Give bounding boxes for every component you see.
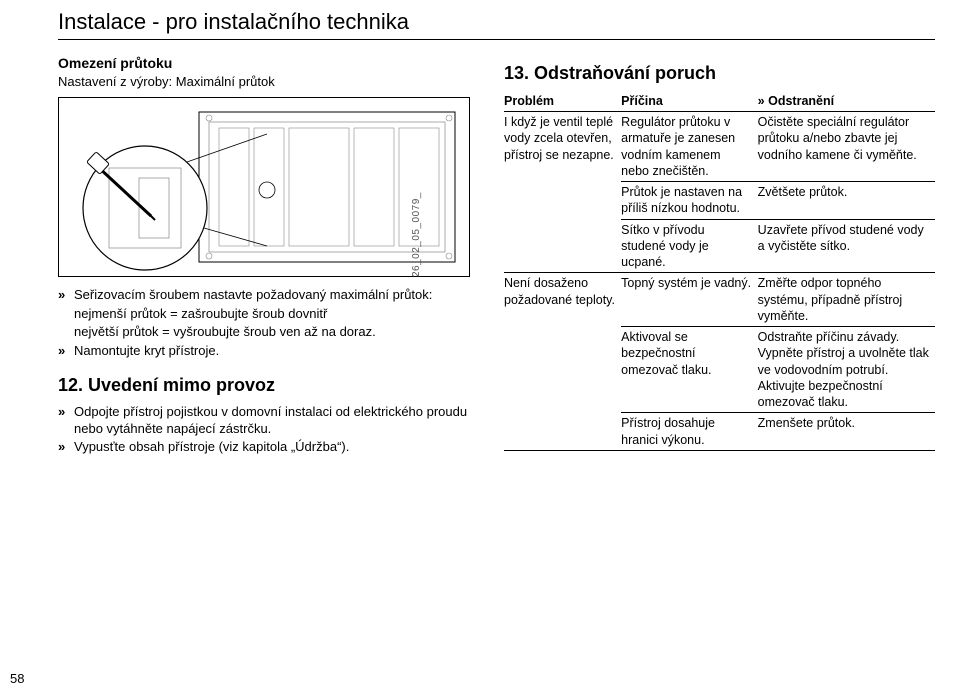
columns: Omezení průtoku Nastavení z výroby: Maxi… xyxy=(58,54,935,471)
list-item: nejmenší průtok = zašroubujte šroub dovn… xyxy=(58,306,480,323)
page-title: Instalace - pro instalačního technika xyxy=(58,8,935,40)
th-problem: Problém xyxy=(504,91,621,112)
td-cause: Přístroj dosahuje hranici výkonu. xyxy=(621,413,758,451)
right-column: 13. Odstraňování poruch Problém Příčina … xyxy=(504,54,935,471)
device-diagram xyxy=(58,97,470,277)
td-fix: Uzavřete přívod studené vody a vyčistěte… xyxy=(758,219,935,273)
diagram-svg xyxy=(59,98,469,276)
td-fix: Zvětšete průtok. xyxy=(758,182,935,220)
td-problem: Není dosaženo požadované teploty. xyxy=(504,273,621,451)
th-fix: Odstranění xyxy=(758,91,935,112)
list-item: Seřizovacím šroubem nastavte požadovaný … xyxy=(58,287,480,304)
flow-limit-text: Nastavení z výroby: Maximální průtok xyxy=(58,74,480,91)
td-cause: Aktivoval se bezpečnostní omezovač tlaku… xyxy=(621,327,758,413)
th-cause: Příčina xyxy=(621,91,758,112)
adjust-steps-list: Seřizovacím šroubem nastavte požadovaný … xyxy=(58,287,480,361)
td-fix: Očistěte speciální regulátor průtoku a/n… xyxy=(758,112,935,182)
td-problem: I když je ventil teplé vody zcela otevře… xyxy=(504,112,621,273)
decommission-list: Odpojte přístroj pojistkou v domovní ins… xyxy=(58,404,480,457)
list-item: největší průtok = vyšroubujte šroub ven … xyxy=(58,324,480,341)
section-13-title: 13. Odstraňování poruch xyxy=(504,62,935,85)
left-column: Omezení průtoku Nastavení z výroby: Maxi… xyxy=(58,54,480,471)
list-item: Odpojte přístroj pojistkou v domovní ins… xyxy=(58,404,480,438)
td-cause: Sítko v přívodu studené vody je ucpané. xyxy=(621,219,758,273)
td-fix: Zmenšete průtok. xyxy=(758,413,935,451)
section-12-title: 12. Uvedení mimo provoz xyxy=(58,374,480,397)
troubleshoot-table: Problém Příčina Odstranění I když je ven… xyxy=(504,91,935,451)
td-cause: Topný systém je vadný. xyxy=(621,273,758,327)
flow-limit-heading: Omezení průtoku xyxy=(58,54,480,72)
page: Instalace - pro instalačního technika Om… xyxy=(0,0,959,698)
td-cause: Regulátor průtoku v armatuře je zanesen … xyxy=(621,112,758,182)
list-item: Vypusťte obsah přístroje (viz kapitola „… xyxy=(58,439,480,456)
page-number: 58 xyxy=(10,671,24,688)
diagram-code-label: 26_02_05_0079_ xyxy=(410,192,423,277)
td-fix: Změřte odpor topného systému, případně p… xyxy=(758,273,935,327)
td-cause: Průtok je nastaven na příliš nízkou hodn… xyxy=(621,182,758,220)
list-item: Namontujte kryt přístroje. xyxy=(58,343,480,360)
td-fix: Odstraňte příčinu závady. Vypněte přístr… xyxy=(758,327,935,413)
